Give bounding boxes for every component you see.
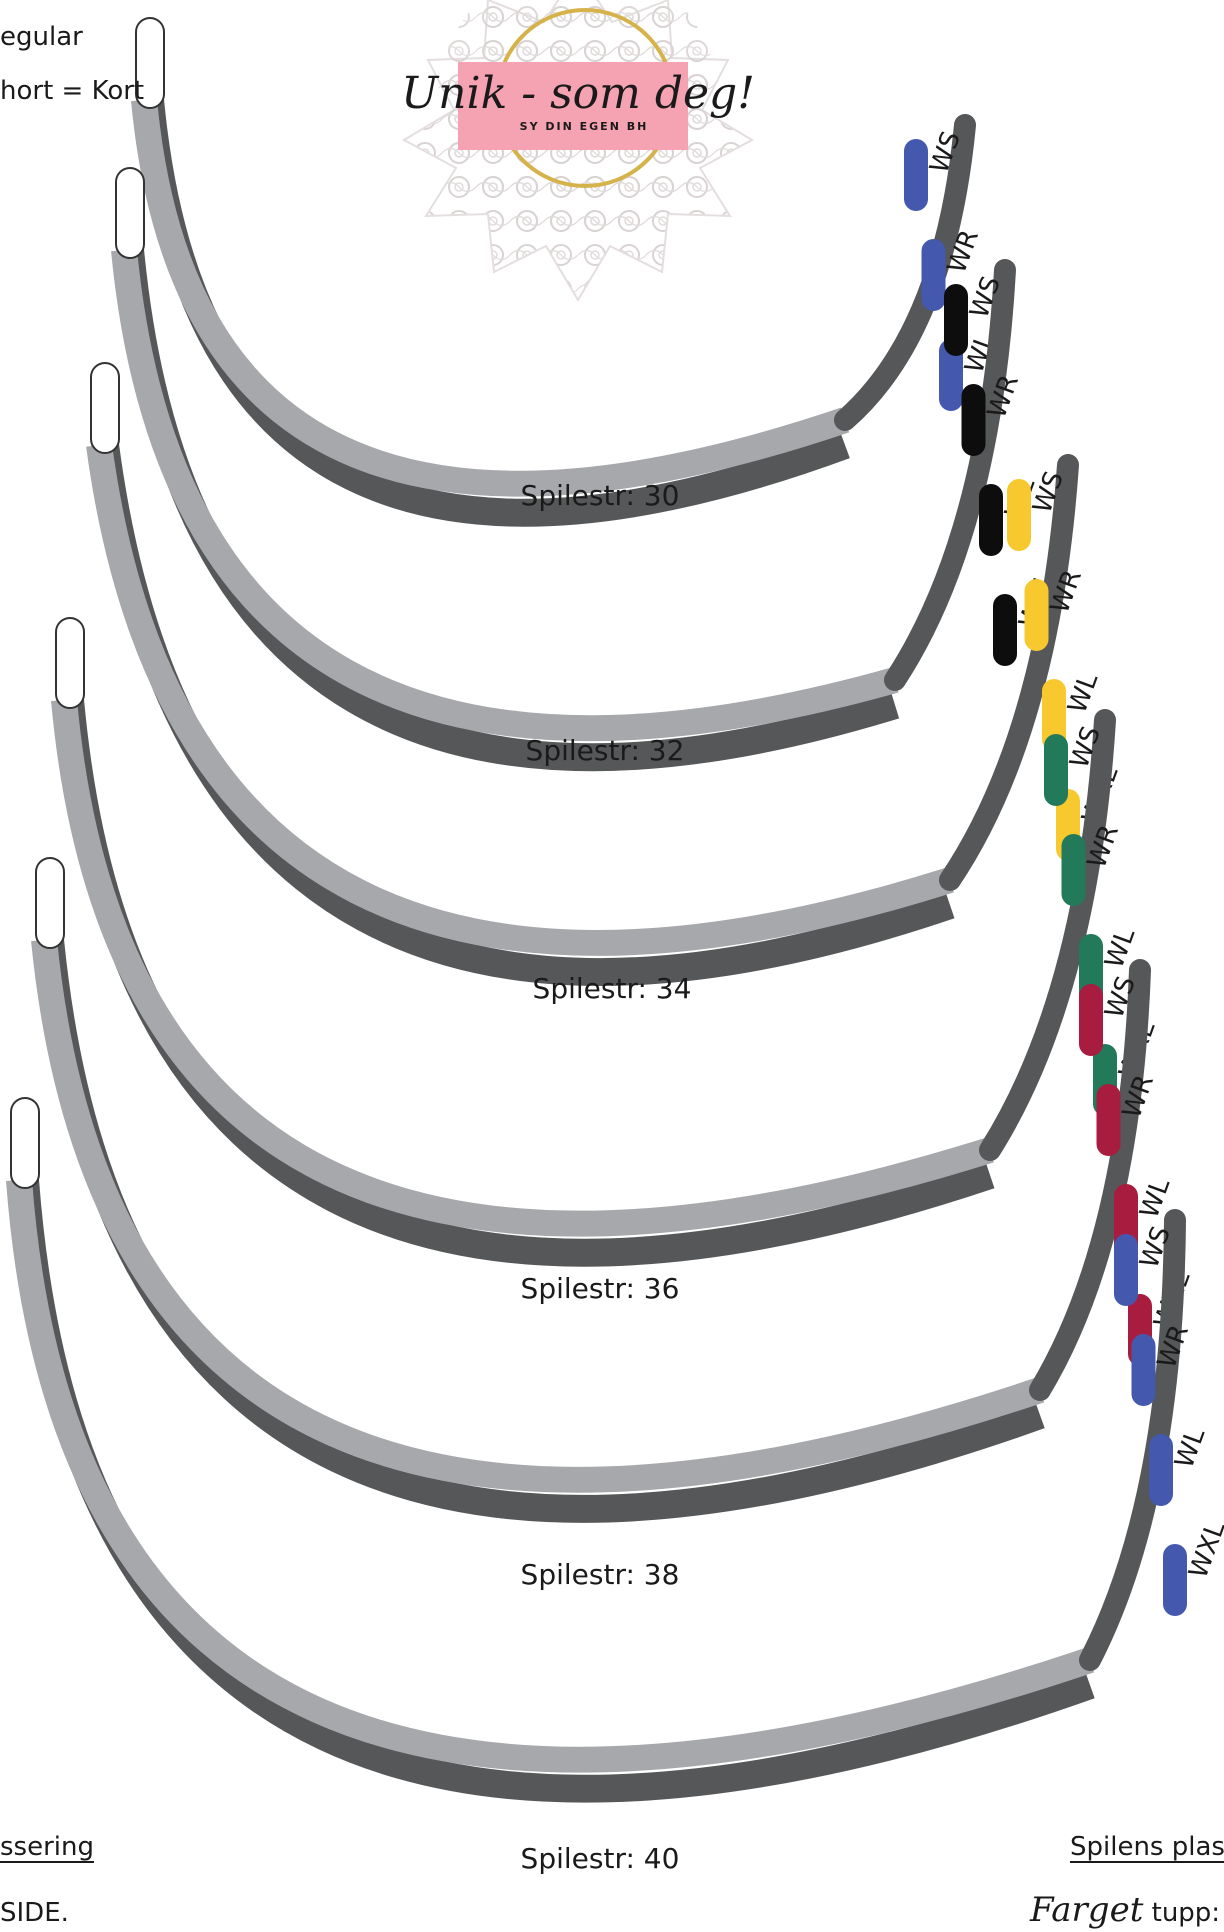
footer-left-heading: ssering [0, 1832, 94, 1862]
footer-left-text: SIDE. [0, 1898, 69, 1928]
underwire-light-band [86, 443, 954, 956]
wire-size-label: Spilestr: 34 [533, 972, 692, 1005]
wire-size-label: Spilestr: 38 [521, 1558, 680, 1591]
size-segment-wl [1149, 1434, 1173, 1506]
underwire-end-cap [35, 857, 65, 949]
size-segment-ws [944, 284, 968, 356]
footer-right-heading: Spilens plas [1070, 1832, 1224, 1862]
underwire-end-cap [115, 167, 145, 259]
underwire-end-cap [135, 17, 165, 109]
brand-logo: Unik - som deg! SY DIN EGEN BH [401, 0, 755, 302]
size-segment-ws [904, 139, 928, 211]
header-left-line2: egular [0, 22, 83, 52]
underwire-tip-arm [884, 259, 1016, 691]
size-segment-wr [1061, 834, 1086, 906]
marker-label-wr: WR [1152, 1321, 1195, 1372]
logo-subtitle: SY DIN EGEN BH [520, 120, 649, 133]
header-left-line3: hort = Kort [0, 76, 145, 106]
wire-size-label: Spilestr: 36 [521, 1272, 680, 1305]
underwire-light-band [51, 698, 994, 1237]
size-segment-ws [1044, 734, 1068, 806]
underwire-light-band [6, 1179, 1095, 1773]
size-segment-wxl [1163, 1544, 1187, 1616]
underwire-end-cap [55, 617, 85, 709]
size-segment-wr [1096, 1084, 1121, 1156]
footer-right-text: tupp: F [1151, 1898, 1224, 1928]
size-segment-wl [939, 339, 963, 411]
logo-pink-band [458, 62, 688, 150]
footer-right-script: Farget [1030, 1890, 1144, 1930]
size-segment-wr [961, 384, 986, 456]
wire-size-label: Spilestr: 32 [526, 734, 685, 767]
underwire-light-band [31, 938, 1045, 1493]
underwire-end-cap [90, 362, 120, 454]
size-segment-wr [1024, 579, 1049, 651]
size-segment-wxl [993, 594, 1017, 666]
marker-label-wl: WL [1169, 1424, 1211, 1473]
underwire-tip-arm [979, 709, 1116, 1161]
marker-label-wxl: WXL [1183, 1517, 1224, 1582]
underwire-end-cap [10, 1097, 40, 1189]
footer-right-line: Farget tupp: F [1030, 1890, 1224, 1930]
size-segment-wl [979, 484, 1003, 556]
wire-size-label: Spilestr: 40 [521, 1842, 680, 1875]
marker-label-wl: WL [1062, 669, 1104, 718]
size-segment-ws [1007, 479, 1031, 551]
size-segment-wr [921, 239, 946, 311]
size-segment-ws [1114, 1234, 1138, 1306]
underwire-tip-arm [1029, 959, 1151, 1401]
wire-size-label: Spilestr: 30 [521, 479, 680, 512]
underwire-light-band [111, 248, 899, 742]
size-segment-ws [1079, 984, 1103, 1056]
size-segment-wl [1042, 679, 1066, 751]
underwire-tip-arm [939, 454, 1079, 891]
logo-title: Unik - som deg! [401, 68, 755, 119]
size-segment-wr [1131, 1334, 1156, 1406]
underwire-light-band [131, 98, 850, 497]
